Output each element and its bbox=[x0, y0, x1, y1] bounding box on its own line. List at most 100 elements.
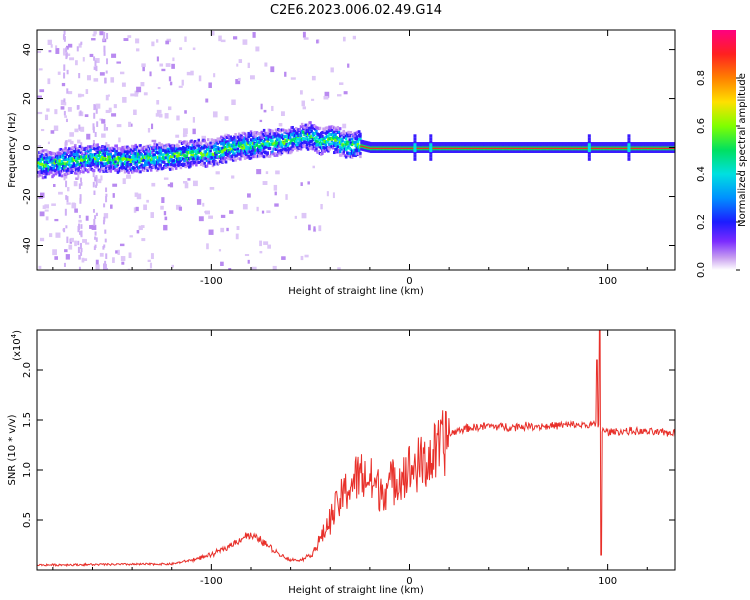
noise-pixel bbox=[60, 99, 66, 106]
noise-pixel bbox=[116, 124, 122, 128]
ridge-pixel bbox=[52, 156, 55, 160]
noise-pixel bbox=[77, 139, 81, 144]
ridge-pixel bbox=[234, 145, 237, 149]
ridge-pixel bbox=[145, 152, 148, 156]
ridge-pixel bbox=[79, 161, 83, 165]
noise-pixel bbox=[190, 70, 194, 76]
ridge-pixel bbox=[152, 148, 155, 152]
noise-pixel bbox=[313, 226, 316, 232]
ridge-pixel bbox=[243, 142, 247, 146]
streak-pixel bbox=[106, 155, 109, 160]
streak-pixel bbox=[94, 244, 97, 249]
ridge-pixel bbox=[199, 142, 203, 146]
noise-pixel bbox=[256, 169, 262, 175]
ridge-pixel bbox=[309, 128, 312, 132]
ridge-pixel bbox=[305, 126, 309, 130]
ridge-pixel bbox=[172, 161, 176, 165]
noise-pixel bbox=[149, 71, 152, 77]
ridge-pixel bbox=[333, 151, 336, 155]
ridge-pixel bbox=[91, 159, 95, 163]
snr-panel: -100 0 100 0.5 1.0 1.5 2.0 Height of straight… bbox=[7, 329, 676, 596]
ridge-pixel bbox=[265, 145, 268, 149]
ridge-pixel bbox=[120, 159, 123, 163]
ridge-pixel bbox=[346, 132, 349, 136]
noise-pixel bbox=[267, 244, 271, 249]
ridge-pixel bbox=[185, 159, 189, 163]
ridge-pixel bbox=[103, 145, 107, 149]
noise-pixel bbox=[263, 109, 267, 113]
ridge-pixel bbox=[171, 167, 174, 171]
ridge-pixel bbox=[338, 150, 342, 154]
noise-pixel bbox=[172, 57, 175, 62]
ridge-pixel bbox=[340, 140, 343, 144]
noise-pixel bbox=[44, 209, 49, 212]
ridge-pixel bbox=[255, 143, 259, 147]
ridge-pixel bbox=[147, 156, 151, 160]
ridge-pixel bbox=[167, 151, 171, 155]
noise-pixel bbox=[184, 36, 187, 42]
noise-pixel bbox=[133, 109, 137, 116]
ridge-pixel bbox=[161, 153, 165, 157]
noise-pixel bbox=[37, 95, 42, 98]
ridge-pixel bbox=[215, 147, 218, 151]
ridge-pixel bbox=[59, 147, 63, 151]
noise-pixel bbox=[273, 184, 278, 191]
y-tick-label: -20 bbox=[22, 188, 33, 204]
ridge-pixel bbox=[296, 131, 299, 135]
ridge-pixel bbox=[184, 142, 187, 146]
noise-pixel bbox=[208, 229, 214, 235]
noise-pixel bbox=[182, 133, 186, 138]
ridge-pixel bbox=[324, 144, 328, 148]
spectrogram-y-ticks: -40 -20 0 20 40 bbox=[22, 43, 675, 254]
ridge-pixel bbox=[275, 138, 279, 142]
blip-pixel bbox=[587, 146, 591, 150]
noise-pixel bbox=[226, 227, 229, 232]
ridge-pixel bbox=[75, 163, 78, 167]
blip-pixel bbox=[413, 154, 417, 158]
noise-pixel bbox=[67, 139, 72, 143]
noise-pixel bbox=[147, 128, 151, 133]
spectrogram-y-label: Frequency (Hz) bbox=[7, 112, 18, 188]
ridge-pixel bbox=[202, 153, 205, 157]
noise-pixel bbox=[259, 250, 263, 254]
ridge-pixel bbox=[239, 157, 242, 161]
streak-pixel bbox=[63, 174, 66, 181]
ridge-pixel bbox=[319, 138, 323, 142]
ridge-pixel bbox=[109, 149, 113, 153]
ridge-pixel bbox=[67, 161, 71, 165]
ridge-pixel bbox=[308, 134, 311, 138]
ridge-pixel bbox=[290, 146, 293, 150]
noise-pixel bbox=[49, 233, 53, 238]
ridge-pixel bbox=[305, 136, 309, 140]
ridge-pixel bbox=[192, 142, 196, 146]
noise-pixel bbox=[82, 239, 87, 243]
streak-pixel bbox=[95, 184, 98, 188]
noise-pixel bbox=[64, 249, 68, 253]
ridge-pixel bbox=[172, 159, 176, 163]
ridge-pixel bbox=[324, 131, 328, 135]
noise-pixel bbox=[112, 193, 115, 198]
streak-pixel bbox=[77, 173, 80, 179]
streak-pixel bbox=[79, 110, 82, 116]
ridge-pixel bbox=[195, 163, 198, 167]
noise-pixel bbox=[165, 63, 171, 67]
ridge-pixel bbox=[60, 159, 64, 163]
ridge-pixel bbox=[211, 142, 215, 146]
noise-pixel bbox=[135, 206, 139, 212]
ridge-pixel bbox=[170, 154, 173, 158]
noise-pixel bbox=[123, 38, 129, 42]
ridge-pixel bbox=[273, 153, 277, 157]
ridge-pixel bbox=[355, 149, 359, 153]
ridge-pixel bbox=[168, 167, 172, 171]
ridge-pixel bbox=[215, 139, 218, 143]
ridge-pixel bbox=[83, 166, 86, 170]
colorbar-tick-label: 0.8 bbox=[696, 70, 707, 86]
noise-pixel bbox=[218, 35, 222, 42]
spectrogram-frame bbox=[36, 29, 676, 271]
ridge-pixel bbox=[128, 157, 132, 161]
streak-pixel bbox=[93, 56, 96, 61]
noise-pixel bbox=[201, 135, 207, 140]
noise-pixel bbox=[136, 193, 142, 200]
ridge-pixel bbox=[45, 162, 48, 166]
ridge-pixel bbox=[170, 157, 173, 161]
